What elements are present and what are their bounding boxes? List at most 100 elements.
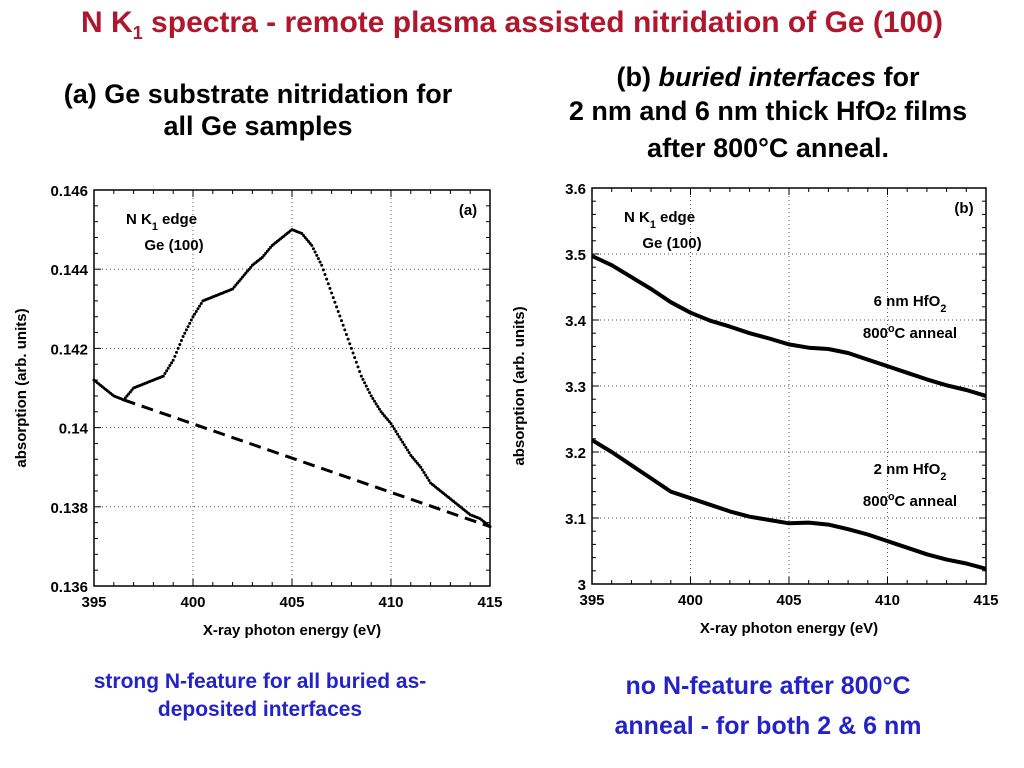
chart-a-data-point: [321, 268, 325, 272]
chart-b-series-label-line2-part: C anneal: [895, 493, 958, 510]
chart-a-data-point: [307, 239, 310, 243]
chart-a-data-point: [199, 302, 203, 306]
chart-a-data-point: [364, 384, 368, 388]
chart-a-data-point: [175, 350, 178, 354]
chart-b-x-tick-label: 405: [776, 592, 801, 609]
chart-a-data-point: [382, 414, 386, 418]
chart-a-data-point: [193, 312, 197, 316]
chart-b-x-tick-label: 410: [875, 592, 900, 609]
chart-a-data-point: [249, 265, 253, 269]
chart-a-data-point: [165, 369, 169, 373]
chart-a-data-point: [181, 335, 185, 339]
chart-a-data-point: [194, 309, 198, 313]
chart-a-data-point: [407, 451, 411, 455]
chart-a-data-point: [184, 328, 188, 332]
chart-a-y-tick-label: 0.136: [50, 579, 88, 596]
chart-b-annotation-line1-part: edge: [656, 209, 695, 226]
chart-a-data-point: [161, 374, 165, 378]
chart-a-data-point: [394, 430, 398, 434]
chart-a-data-point: [402, 443, 406, 447]
chart-a-data-point: [335, 305, 339, 309]
chart-a-data-point: [310, 243, 314, 247]
right-caption-line2: anneal - for both 2 & 6 nm: [614, 712, 922, 740]
left-caption-line2: deposited interfaces: [157, 698, 363, 721]
chart-a-data-point: [196, 307, 200, 311]
chart-b-series-label-line1-part: 2: [940, 471, 946, 483]
chart-a-data-point: [302, 234, 306, 238]
chart-a-data-point: [344, 333, 348, 337]
chart-a-data-point: [300, 232, 304, 236]
chart-a-data-point: [189, 318, 193, 322]
chart-a-x-axis-title: X-ray photon energy (eV): [203, 622, 381, 639]
left-caption: strong N-feature for all buried as- depo…: [20, 668, 500, 724]
chart-b-y-tick-label: 3.4: [565, 313, 587, 330]
left-heading: (a) Ge substrate nitridation for all Ge …: [18, 78, 498, 142]
chart-b-series-label-line2-part: 800: [863, 493, 888, 510]
chart-a-x-tick-label: 415: [477, 594, 502, 611]
chart-a-data-point: [315, 253, 319, 257]
chart-a-x-tick-label: 410: [378, 594, 403, 611]
chart-a-data-point: [414, 459, 418, 463]
chart-a-data-point: [333, 300, 337, 304]
chart-a-data-point: [373, 399, 376, 403]
chart-a-data-point: [361, 377, 365, 381]
title-subscript: 1: [132, 23, 143, 43]
chart-a-data-point: [262, 253, 266, 257]
chart-a-data-point: [244, 271, 248, 275]
chart-a-data-point: [247, 267, 251, 271]
chart-a-x-tick-label: 395: [81, 594, 106, 611]
chart-a-data-point: [242, 273, 246, 277]
chart-a-data-point: [323, 272, 327, 276]
chart-b-series-label-line2: 800oC anneal: [863, 323, 957, 342]
chart-a-data-point: [245, 269, 249, 273]
chart-a-data-point: [166, 366, 170, 370]
chart-a-data-point: [366, 387, 370, 391]
chart-a-annotation-line1-part: edge: [158, 211, 197, 228]
chart-a-data-point: [330, 291, 334, 295]
chart-a-data-point: [125, 394, 129, 398]
chart-a-baseline-dashed: [123, 398, 491, 529]
chart-a-y-axis-title: absorption (arb. units): [13, 308, 30, 467]
chart-a-data-point: [424, 473, 428, 477]
right-heading-line2: 2 nm and 6 nm thick HfO2 films: [518, 94, 1018, 131]
chart-a-data-point: [399, 437, 403, 441]
chart-b-y-tick-label: 3: [578, 577, 586, 594]
chart-a-data-point: [178, 342, 182, 346]
chart-a-data-point: [415, 461, 419, 465]
chart-b-series-label-line2-part: o: [888, 323, 895, 335]
chart-a-data-point: [179, 338, 183, 342]
chart-a-data-point: [371, 397, 375, 401]
chart-a-data-point: [163, 371, 167, 375]
chart-a-data-point: [191, 315, 195, 319]
chart-a-data-point: [363, 381, 367, 385]
chart-a-data-point: [232, 285, 236, 289]
chart-a-data-point: [171, 358, 175, 362]
right-heading-line2b: 2: [885, 103, 897, 125]
chart-b-series-label-line1: 2 nm HfO2: [874, 461, 947, 483]
right-heading-suffix: for: [876, 62, 920, 92]
chart-a-y-tick-label: 0.138: [50, 500, 88, 517]
chart-a-data-point: [354, 360, 358, 364]
chart-a-x-tick-label: 400: [180, 594, 205, 611]
left-heading-line2: all Ge samples: [163, 111, 353, 141]
chart-a-data-point: [417, 463, 421, 467]
chart-a-data-point: [396, 432, 400, 436]
chart-b-series-label-line1-part: 2 nm HfO: [874, 461, 941, 478]
chart-b-annotation-line1-part: N K: [624, 209, 650, 226]
chart-a-data-point: [419, 465, 423, 469]
chart-a-annotation-line1: N K1 edge: [126, 211, 197, 233]
chart-a-annotation-line2: Ge (100): [144, 237, 203, 254]
chart-a-data-point: [420, 468, 424, 472]
chart-a-y-tick-label: 0.14: [59, 421, 89, 438]
chart-b-y-tick-label: 3.6: [565, 181, 586, 198]
chart-a-data-point: [237, 279, 241, 283]
chart-a-data-point: [188, 321, 192, 325]
chart-a-data-point: [318, 260, 322, 264]
chart-a-data-point: [343, 328, 347, 332]
chart-a-frame: [93, 189, 491, 587]
chart-b-annotation-line1-part: 1: [650, 219, 656, 231]
chart-a-data-point: [377, 407, 381, 411]
right-heading-line1: (b) buried interfaces for: [518, 60, 1018, 94]
left-heading-line1: (a) Ge substrate nitridation for: [63, 79, 453, 109]
title-text: N K: [81, 6, 133, 39]
